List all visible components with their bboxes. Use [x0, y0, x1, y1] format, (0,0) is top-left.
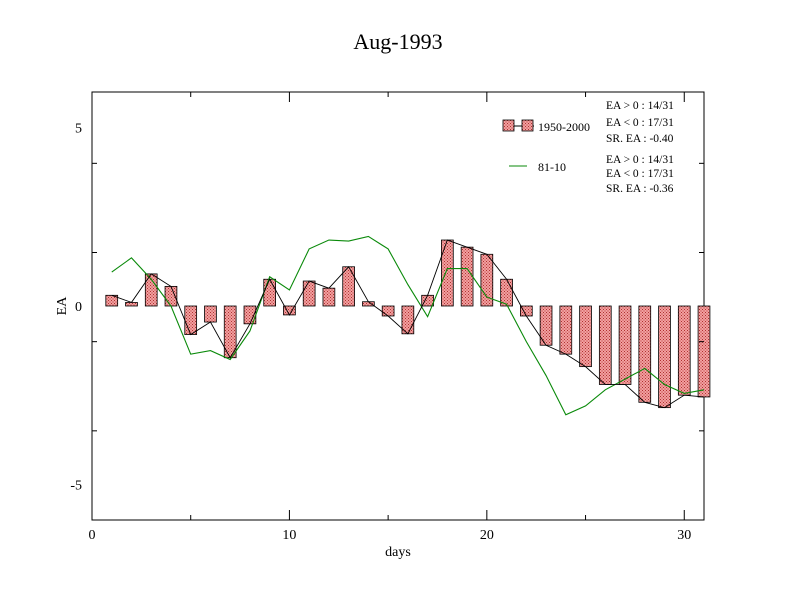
bar — [559, 305, 573, 355]
bar — [460, 246, 474, 307]
bar — [381, 305, 395, 317]
line-series-81-10 — [111, 235, 705, 416]
y-tick-label: 5 — [75, 122, 82, 137]
chart-title: Aug-1993 — [353, 29, 442, 54]
bar — [322, 287, 336, 307]
x-axis-label: days — [385, 545, 411, 560]
line-series-1950-2000 — [111, 239, 705, 409]
legend: 1950-2000 81-10 EA > 0 : 14/31 EA < 0 : … — [502, 100, 674, 195]
legend-label-green: 81-10 — [538, 160, 566, 174]
x-tick-label: 30 — [677, 528, 691, 543]
bar — [677, 305, 691, 396]
bar — [184, 305, 198, 335]
bar — [618, 305, 632, 385]
axis-ticks: 0 10 20 30 -5 0 5 — [70, 92, 704, 543]
bar — [302, 280, 316, 307]
bar — [125, 302, 138, 307]
bar — [579, 305, 592, 368]
y-tick-label: -5 — [70, 478, 82, 493]
bar — [598, 305, 612, 385]
y-axis-label: EA — [55, 296, 70, 316]
line-series-group — [111, 235, 705, 416]
legend-label-bars: 1950-2000 — [538, 120, 590, 134]
bar — [342, 266, 355, 307]
legend-swatch-bars-b — [521, 119, 534, 132]
y-tick-label: 0 — [75, 300, 82, 315]
stat-ea-positive-1950: EA > 0 : 14/31 — [606, 100, 674, 112]
bar — [500, 278, 513, 307]
x-tick-label: 10 — [282, 528, 296, 543]
bar — [441, 239, 454, 307]
x-tick-label: 20 — [480, 528, 494, 543]
legend-swatch-bars-a — [502, 119, 515, 132]
stat-ea-negative-8110: EA < 0 : 17/31 — [606, 168, 674, 180]
stat-sr-ea-1950: SR. EA : -0.40 — [606, 133, 674, 145]
stat-sr-ea-8110: SR. EA : -0.36 — [606, 183, 674, 195]
bar — [362, 301, 375, 307]
bar — [105, 294, 119, 307]
x-tick-label: 0 — [89, 528, 96, 543]
stat-ea-positive-8110: EA > 0 : 14/31 — [606, 154, 674, 166]
bar — [204, 305, 217, 323]
bar — [421, 294, 434, 307]
bar — [263, 278, 277, 307]
bar — [638, 305, 652, 403]
bar — [697, 305, 711, 398]
stat-ea-negative-1950: EA < 0 : 17/31 — [606, 117, 674, 129]
bar-series-1950-2000 — [105, 239, 711, 409]
bar — [658, 305, 671, 409]
